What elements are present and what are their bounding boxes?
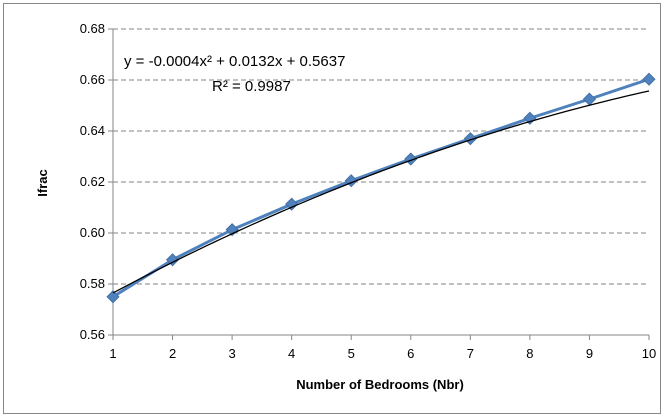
tick-labels: 0.56 0.58 0.60 0.62 0.64 0.66 0.68 1 2 3 4 5 6 7 8 9 10 (80, 21, 657, 361)
x-tick-label-7: 8 (526, 346, 533, 361)
x-tick-label-5: 6 (407, 346, 414, 361)
axes (108, 28, 650, 340)
y-tick-label-4: 0.64 (80, 123, 105, 138)
x-tick-label-4: 5 (348, 346, 355, 361)
x-axis-title: Number of Bedrooms (Nbr) (296, 377, 464, 392)
data-point-9 (582, 92, 597, 106)
data-point-4 (285, 197, 299, 211)
y-tick-label-1: 0.58 (80, 276, 105, 291)
x-tick-label-1: 2 (169, 346, 176, 361)
y-tick-label-2: 0.60 (80, 225, 105, 240)
x-tick-label-2: 3 (228, 346, 235, 361)
y-tick-label-0: 0.56 (80, 327, 105, 342)
data-point-2 (165, 253, 180, 267)
y-axis-title: Ifrac (35, 169, 50, 196)
r-squared-label: R² = 0.9987 (212, 78, 291, 95)
data-point-10 (642, 72, 656, 86)
series-line (112, 77, 650, 299)
data-series (106, 72, 656, 304)
grid-lines (113, 28, 649, 285)
data-point-7 (463, 132, 477, 146)
data-point-1 (106, 290, 120, 304)
x-tick-label-8: 9 (586, 346, 593, 361)
y-tick-label-5: 0.66 (80, 72, 105, 87)
y-tick-label-3: 0.62 (80, 174, 105, 189)
trendline-equation: y = -0.0004x² + 0.0132x + 0.5637 (124, 53, 345, 70)
y-tick-label-6: 0.68 (80, 21, 105, 36)
x-tick-label-6: 7 (467, 346, 474, 361)
x-tick-label-9: 10 (642, 346, 656, 361)
x-tick-label-3: 4 (288, 346, 295, 361)
trendline-group (112, 90, 650, 294)
x-tick-label-0: 1 (109, 346, 116, 361)
trendline (112, 90, 650, 294)
